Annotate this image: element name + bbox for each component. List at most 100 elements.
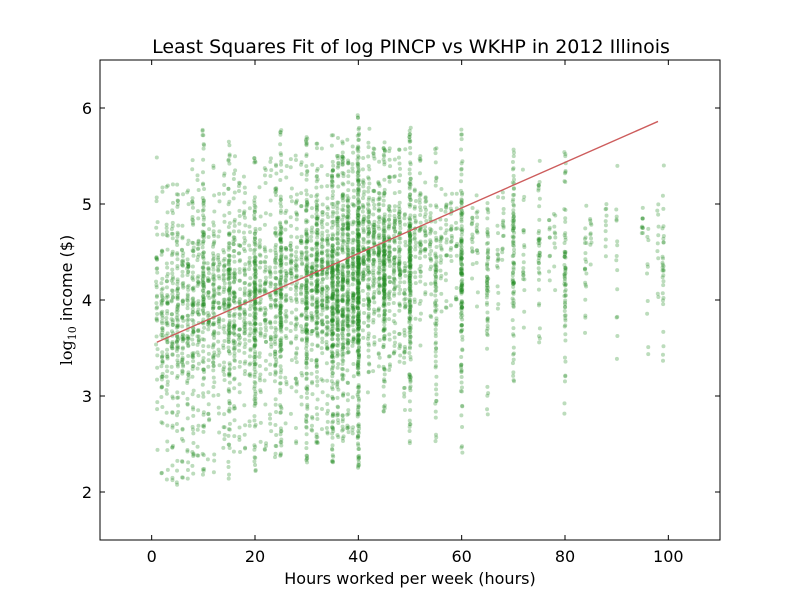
data-point (273, 402, 278, 407)
data-point (303, 329, 308, 334)
data-point (273, 334, 278, 339)
data-point (253, 321, 258, 326)
data-point (227, 143, 232, 148)
data-point (253, 255, 258, 260)
data-point (314, 254, 319, 259)
data-point (212, 209, 217, 214)
data-point (278, 282, 283, 287)
data-point (284, 219, 289, 224)
data-point (273, 298, 278, 303)
data-point (279, 169, 284, 174)
data-point (320, 302, 325, 307)
data-point (294, 199, 299, 204)
data-point (253, 381, 258, 386)
data-point (304, 349, 309, 354)
data-point (263, 332, 268, 337)
data-point (160, 249, 165, 254)
data-point (231, 324, 236, 329)
data-points (154, 113, 666, 487)
data-point (206, 320, 211, 325)
data-point (326, 295, 331, 300)
data-point (273, 255, 278, 260)
data-point (242, 319, 247, 324)
data-point (433, 340, 438, 345)
data-point (160, 295, 165, 300)
data-point (485, 201, 490, 206)
data-point (201, 198, 206, 203)
data-point (200, 170, 205, 175)
data-point (176, 360, 181, 365)
data-point (274, 334, 279, 339)
data-point (180, 475, 185, 480)
data-point (335, 136, 340, 141)
data-point (227, 301, 232, 306)
data-point (309, 265, 314, 270)
data-point (212, 292, 217, 297)
data-point (258, 244, 262, 249)
data-point (315, 250, 320, 255)
data-point (314, 272, 319, 277)
data-point (269, 325, 274, 330)
data-point (304, 371, 309, 376)
data-point (361, 236, 366, 241)
data-point (365, 207, 370, 212)
data-point (388, 164, 393, 169)
data-point (247, 371, 252, 376)
data-point (382, 257, 387, 262)
data-point (195, 366, 200, 371)
data-point (263, 281, 268, 286)
data-point (427, 252, 432, 257)
data-point (278, 142, 283, 147)
data-point (294, 379, 299, 384)
data-point (201, 297, 206, 302)
data-point (263, 402, 268, 407)
data-point (310, 264, 315, 269)
data-point (396, 155, 401, 160)
data-point (170, 281, 175, 286)
data-point (201, 201, 206, 206)
data-point (154, 155, 159, 160)
data-point (186, 344, 191, 349)
data-point (293, 425, 298, 430)
data-point (226, 268, 231, 273)
data-point (227, 372, 232, 377)
data-point (252, 414, 257, 419)
data-point (314, 263, 319, 268)
data-point (227, 293, 232, 298)
data-point (314, 252, 319, 257)
data-point (154, 225, 159, 230)
data-point (303, 283, 308, 288)
data-point (175, 395, 180, 400)
data-point (335, 299, 340, 304)
data-point (303, 327, 308, 332)
data-point (170, 276, 175, 281)
data-point (165, 347, 170, 352)
data-point (154, 301, 159, 306)
data-point (212, 329, 217, 334)
data-point (397, 254, 402, 259)
data-point (196, 337, 201, 342)
data-point (485, 310, 490, 315)
data-point (314, 289, 319, 294)
data-point (154, 199, 159, 204)
data-point (180, 301, 185, 306)
data-point (170, 396, 175, 401)
data-point (205, 322, 210, 327)
data-point (207, 227, 212, 232)
data-point (459, 224, 464, 229)
data-point (262, 317, 267, 322)
data-point (382, 372, 387, 377)
data-point (413, 198, 418, 203)
data-point (252, 280, 257, 285)
data-point (392, 226, 397, 231)
data-point (279, 230, 284, 234)
data-point (335, 238, 340, 243)
data-point (408, 374, 413, 379)
data-point (355, 318, 360, 323)
data-point (200, 241, 205, 246)
data-point (278, 326, 283, 331)
data-point (314, 435, 319, 440)
data-point (315, 312, 320, 317)
data-point (164, 279, 169, 284)
data-point (433, 365, 438, 370)
